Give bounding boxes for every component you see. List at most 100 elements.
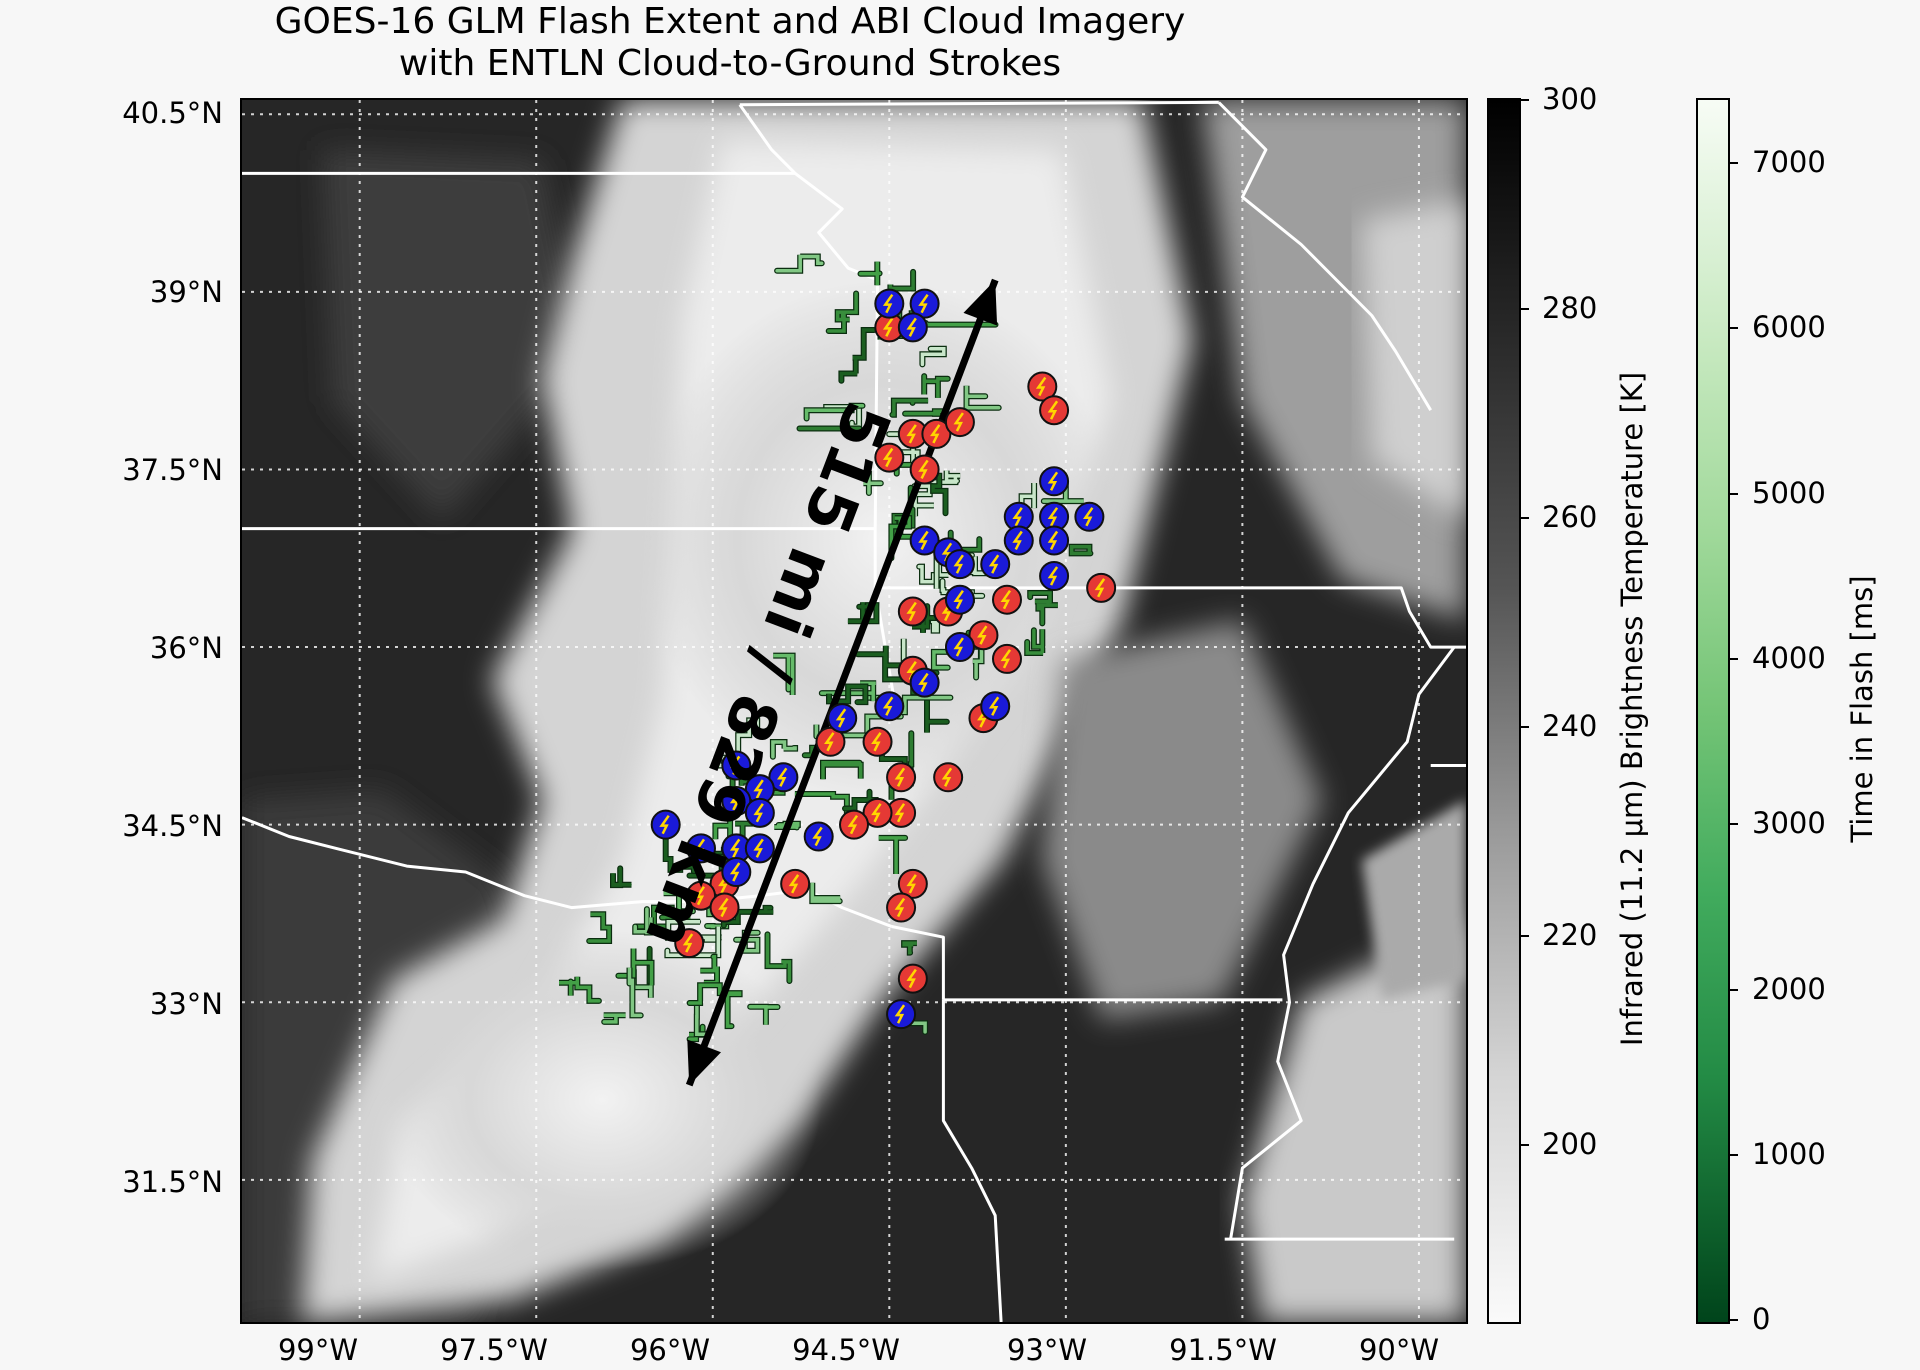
flash-extent-branch bbox=[922, 374, 950, 398]
negative-cg-stroke-marker bbox=[909, 288, 940, 319]
negative-cg-stroke-marker bbox=[980, 691, 1011, 722]
flash-extent-branch bbox=[773, 653, 795, 695]
positive-cg-stroke-marker bbox=[886, 892, 917, 923]
lat-label-33: 33°N bbox=[149, 987, 223, 1021]
positive-cg-stroke-marker bbox=[1039, 395, 1070, 426]
negative-cg-stroke-marker bbox=[721, 750, 752, 781]
flash-extent-branch bbox=[1025, 628, 1045, 655]
time-tick-3000: 3000 bbox=[1752, 806, 1826, 840]
lon-label-99: 99°W bbox=[277, 1333, 359, 1367]
negative-cg-stroke-marker bbox=[686, 833, 716, 864]
negative-cg-stroke-marker bbox=[1039, 466, 1070, 497]
negative-cg-stroke-marker bbox=[1039, 501, 1070, 532]
infrared-colorbar bbox=[1487, 98, 1521, 1324]
texas-louisiana-border bbox=[941, 999, 1003, 1322]
positive-cg-stroke-marker bbox=[874, 442, 905, 473]
negative-cg-stroke-marker bbox=[768, 762, 799, 793]
flash-extent-branch bbox=[1042, 479, 1084, 503]
missouri-iowa-border bbox=[739, 100, 1219, 107]
lon-label-90: 90°W bbox=[1358, 1333, 1440, 1367]
arkansas-east-river bbox=[1229, 646, 1456, 1240]
flash-extent-branch bbox=[602, 1013, 626, 1024]
negative-cg-stroke-marker bbox=[721, 857, 752, 888]
flash-extent-branch bbox=[665, 926, 721, 957]
positive-cg-stroke-marker bbox=[815, 726, 846, 757]
time-tick-5000: 5000 bbox=[1752, 476, 1826, 510]
time-tick-mark bbox=[1728, 823, 1738, 825]
time-tick-mark bbox=[1728, 1319, 1738, 1321]
missouri-west-border bbox=[738, 103, 899, 720]
time-tick-mark bbox=[1728, 327, 1738, 329]
ir-tick-mark bbox=[1519, 517, 1529, 519]
lon-label-91-5: 91.5°W bbox=[1169, 1333, 1277, 1367]
negative-cg-stroke-marker bbox=[1003, 525, 1034, 556]
time-tick-6000: 6000 bbox=[1752, 310, 1826, 344]
flash-extent-branch bbox=[611, 866, 632, 887]
infrared-colorbar-label: Infrared (11.2 μm) Brightness Temperatur… bbox=[1615, 371, 1649, 1047]
lat-label-34-5: 34.5°N bbox=[122, 809, 223, 843]
negative-cg-stroke-marker bbox=[1039, 561, 1070, 592]
positive-cg-stroke-marker bbox=[897, 963, 928, 994]
negative-cg-stroke-marker bbox=[744, 797, 775, 828]
positive-cg-stroke-marker bbox=[992, 643, 1022, 674]
ir-tick-mark bbox=[1519, 1144, 1529, 1146]
negative-cg-stroke-marker bbox=[721, 785, 752, 816]
negative-cg-stroke-marker bbox=[944, 632, 975, 663]
time-tick-0: 0 bbox=[1752, 1302, 1771, 1336]
positive-cg-stroke-marker bbox=[886, 797, 917, 828]
flash-extent-branch bbox=[912, 604, 941, 633]
flash-extent-branch bbox=[1069, 544, 1093, 556]
negative-cg-stroke-marker bbox=[803, 821, 834, 852]
positive-cg-stroke-marker bbox=[992, 584, 1022, 615]
arrowhead-south bbox=[687, 1039, 721, 1086]
lat-label-39: 39°N bbox=[149, 275, 223, 309]
ir-tick-220: 220 bbox=[1542, 918, 1598, 952]
negative-cg-stroke-marker bbox=[909, 667, 940, 698]
flash-extent-branch bbox=[912, 484, 934, 517]
negative-cg-stroke-marker bbox=[744, 774, 775, 805]
figure-title-line-2: with ENTLN Cloud-to-Ground Strokes bbox=[398, 43, 1062, 84]
lat-label-40-5: 40.5°N bbox=[122, 96, 223, 130]
flash-extent-branch bbox=[775, 254, 824, 273]
flash-extent-branch bbox=[666, 920, 701, 941]
positive-cg-stroke-marker bbox=[897, 868, 928, 899]
flash-extent-branch bbox=[856, 645, 906, 682]
flash-extent-branch bbox=[810, 882, 842, 903]
lon-label-97-5: 97.5°W bbox=[440, 1333, 548, 1367]
positive-cg-stroke-marker bbox=[897, 596, 928, 627]
flash-extent-branch bbox=[687, 983, 742, 1028]
positive-cg-stroke-marker bbox=[909, 454, 940, 485]
flash-extent-branch bbox=[587, 912, 611, 943]
ir-tick-mark bbox=[1519, 308, 1529, 310]
negative-cg-stroke-marker bbox=[1039, 525, 1070, 556]
positive-cg-stroke-marker bbox=[1027, 371, 1058, 402]
flash-extent-branch bbox=[827, 684, 868, 704]
flash-extent-branch bbox=[821, 761, 863, 780]
time-tick-mark bbox=[1728, 989, 1738, 991]
lat-label-31-5: 31.5°N bbox=[122, 1165, 223, 1199]
flash-extent-branch bbox=[771, 740, 797, 759]
flash-extent-branch bbox=[920, 347, 946, 367]
flash-extent-branch bbox=[863, 471, 883, 495]
flash-extent-branch bbox=[964, 385, 1001, 410]
flash-extent-branch bbox=[748, 1005, 780, 1025]
time-tick-2000: 2000 bbox=[1752, 972, 1826, 1006]
flash-extent-branch bbox=[559, 976, 601, 1003]
negative-cg-stroke-marker bbox=[744, 833, 775, 864]
arkansas-texas-border bbox=[891, 925, 945, 1000]
negative-cg-stroke-marker bbox=[944, 549, 975, 580]
positive-cg-stroke-marker bbox=[780, 868, 811, 899]
time-in-flash-colorbar bbox=[1696, 98, 1730, 1324]
negative-cg-stroke-marker bbox=[909, 525, 940, 556]
negative-cg-stroke-marker bbox=[874, 691, 905, 722]
flash-extent-branch bbox=[633, 907, 653, 935]
map-panel[interactable]: 515 mi / 829 km bbox=[240, 98, 1468, 1324]
time-tick-4000: 4000 bbox=[1752, 641, 1826, 675]
time-tick-7000: 7000 bbox=[1752, 145, 1826, 179]
ir-tick-280: 280 bbox=[1542, 291, 1598, 325]
flash-extent-branch bbox=[902, 941, 917, 955]
positive-cg-stroke-marker bbox=[968, 620, 999, 651]
flash-extent-branch bbox=[663, 834, 696, 873]
flash-extent-branch bbox=[765, 932, 792, 983]
flash-extent-branch bbox=[903, 409, 947, 416]
